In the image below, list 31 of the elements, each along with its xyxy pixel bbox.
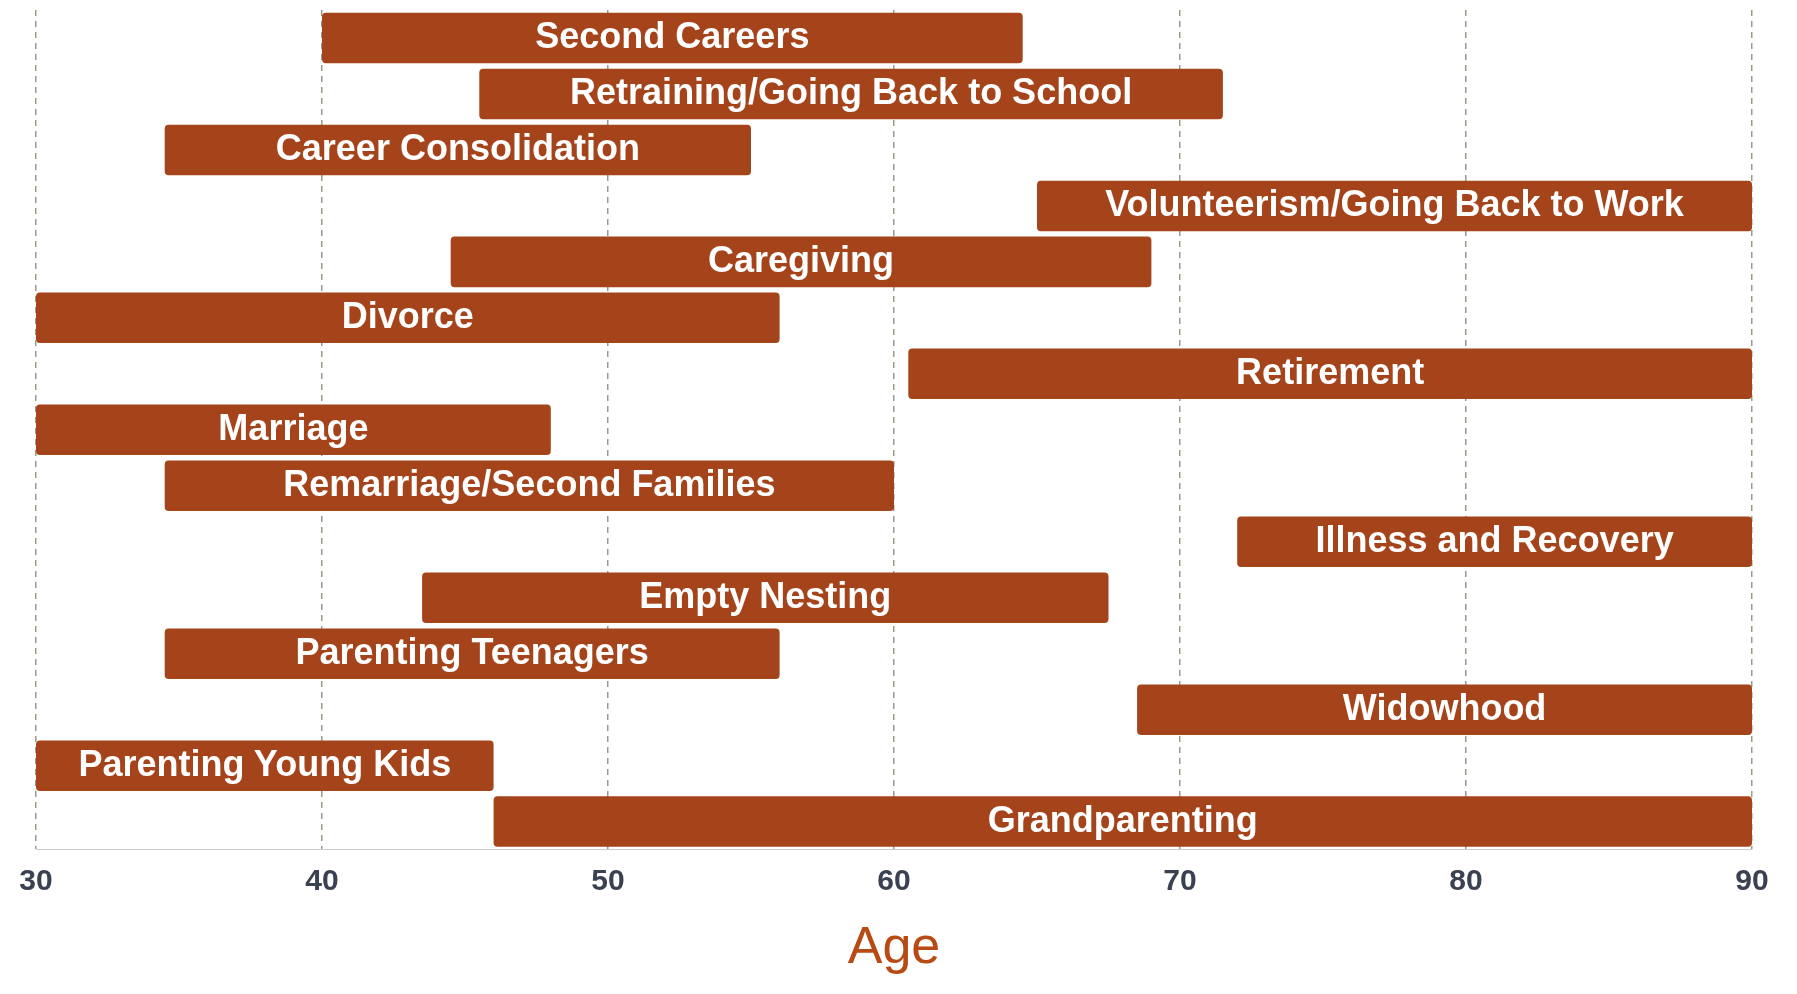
y-tick-label: Career Consolidation	[275, 126, 640, 168]
bar	[322, 12, 1023, 64]
y-tick-label: Volunteerism/Going Back to Work	[1105, 182, 1685, 224]
y-tick-label: Remarriage/Second Families	[283, 462, 776, 504]
x-tick-label: 90	[1735, 862, 1769, 896]
bar	[36, 292, 780, 344]
x-tick-label: 60	[877, 862, 911, 896]
bar	[450, 236, 1152, 288]
y-tick-label: Marriage	[218, 406, 369, 448]
y-tick-label: Illness and Recovery	[1315, 518, 1674, 560]
y-tick-label: Caregiving	[708, 238, 895, 280]
bar	[493, 796, 1752, 847]
x-tick-label: 80	[1449, 862, 1483, 896]
x-tick-label: 30	[19, 862, 53, 896]
y-tick-label: Divorce	[341, 294, 474, 336]
y-tick-label: Widowhood	[1342, 686, 1547, 728]
x-tick-label: 40	[305, 862, 339, 896]
bar	[422, 572, 1109, 623]
bar	[908, 348, 1752, 400]
bar	[1137, 684, 1752, 735]
y-tick-label: Grandparenting	[987, 798, 1258, 840]
y-tick-label: Parenting Teenagers	[295, 630, 649, 672]
bar	[36, 404, 551, 456]
y-tick-label: Retirement	[1236, 350, 1425, 392]
x-axis-title: Age	[847, 916, 941, 975]
y-tick-label: Second Careers	[535, 14, 810, 56]
x-tick-label: 70	[1163, 862, 1197, 896]
y-tick-label: Empty Nesting	[639, 574, 892, 616]
y-tick-label: Retraining/Going Back to School	[570, 70, 1133, 112]
x-tick-label: 50	[591, 862, 625, 896]
y-tick-label: Parenting Young Kids	[78, 742, 452, 784]
